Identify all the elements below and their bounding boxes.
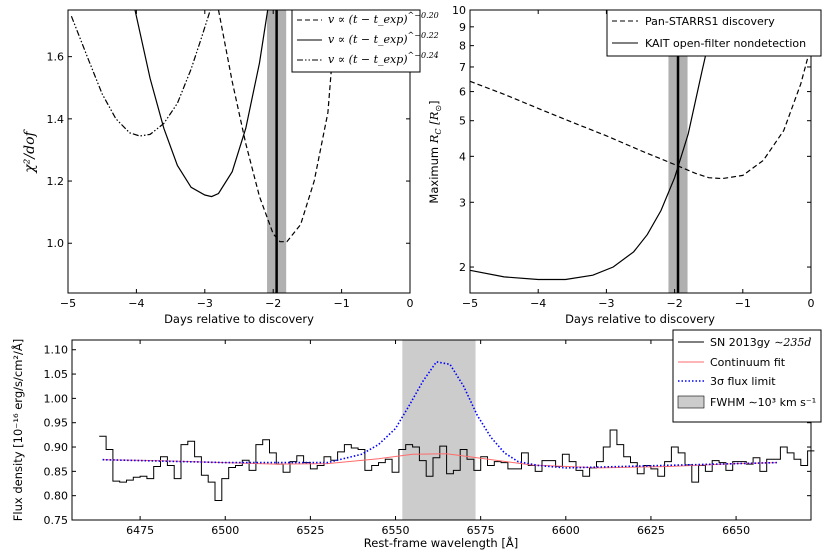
p3-spectrum-line: [99, 429, 815, 501]
p2-ytick-label-6: 8: [459, 40, 466, 53]
p2-legend-box: [606, 9, 822, 57]
p2-x-ticks: −5 −4 −3 −2 −1 0: [462, 10, 815, 310]
p3-legend-label-cont: Continuum fit: [710, 356, 786, 369]
p3-ytick-label-1: 0.80: [44, 490, 69, 503]
p3-fwhm-region: [402, 340, 476, 520]
p2-ytick-label-7: 9: [459, 21, 466, 34]
p2-x-axis-label: Days relative to discovery: [565, 312, 715, 326]
p1-y-ticks: 1.0 1.2 1.4 1.6: [47, 51, 410, 250]
p3-ytick-label-4: 0.95: [44, 417, 69, 430]
p3-y-axis-label: Flux density [10⁻¹⁶ erg/s/cm²/Å]: [10, 339, 25, 521]
p1-series: [70, 9, 337, 243]
p1-x-axis-label: Days relative to discovery: [164, 312, 314, 326]
p3-xtick-label-3: 6550: [382, 524, 410, 537]
p1-legend-label-022: v ∝ (t − t_exp)^−0.22: [328, 31, 439, 46]
p3-xtick-label-1: 6500: [211, 524, 239, 537]
radius-panel: −5 −4 −3 −2 −1 0 2 3 4 5 6 7 8 9 10 Days relative to …: [427, 4, 822, 326]
p2-ytick-label-3: 5: [459, 115, 466, 128]
p3-legend-swatch-fwhm: [677, 395, 705, 409]
p3-legend-label-fwhm: FWHM ∼10³ km s⁻¹: [710, 396, 816, 409]
p1-legend-label-020: v ∝ (t − t_exp)^−0.20: [328, 11, 439, 26]
p2-y-ticks: 2 3 4 5 6 7 8 9 10: [452, 4, 811, 274]
p2-legend-label-ps1: Pan-STARRS1 discovery: [645, 15, 775, 28]
p3-legend-label-sn: SN 2013gy ∼235d: [710, 336, 811, 349]
spectrum-panel: 6475 6500 6525 6550 6575 6600 6625 6650 0.75 0.8…: [10, 329, 822, 550]
p3-xtick-label-6: 6625: [637, 524, 665, 537]
p1-xtick-label-0: −5: [60, 297, 76, 310]
p1-ytick-label-0: 1.0: [47, 237, 65, 250]
p2-ytick-label-4: 6: [459, 86, 466, 99]
p1-legend: v ∝ (t − t_exp)^−0.20 v ∝ (t − t_exp)^−0…: [291, 9, 439, 73]
chi2-panel: −5 −4 −3 −2 −1 0 1.0 1.2 1.4 1.6 Days relative t…: [22, 9, 439, 326]
p2-ytick-label-2: 4: [459, 150, 466, 163]
p2-ytick-label-1: 3: [459, 196, 466, 209]
p1-series-line-0: [217, 9, 337, 243]
p1-y-axis-label: χ²/dof: [22, 128, 38, 173]
p2-xtick-label-3: −2: [666, 297, 682, 310]
p3-xtick-label-5: 6600: [552, 524, 580, 537]
p3-xtick-label-2: 6525: [296, 524, 324, 537]
p2-ytick-label-8: 10: [452, 4, 466, 17]
p1-ytick-label-2: 1.4: [47, 113, 65, 126]
p1-xtick-label-3: −2: [265, 297, 281, 310]
p3-ytick-label-2: 0.85: [44, 465, 69, 478]
p3-continuum-line: [102, 453, 777, 469]
p2-xtick-label-5: 0: [808, 297, 815, 310]
p3-legend: SN 2013gy ∼235d Continuum fit 3σ flux lim…: [672, 329, 822, 423]
p2-y-axis-label: Maximum RC [R⊙]: [427, 100, 443, 203]
p1-xtick-label-5: 0: [407, 297, 414, 310]
p1-legend-label-024: v ∝ (t − t_exp)^−0.24: [328, 51, 439, 66]
p2-series-line-1: [469, 9, 722, 281]
p1-series-line-1: [134, 9, 269, 198]
p3-ytick-label-3: 0.90: [44, 441, 69, 454]
p3-ytick-label-6: 1.05: [44, 368, 69, 381]
p3-xtick-label-4: 6575: [467, 524, 495, 537]
p3-axes-frame: [71, 339, 812, 521]
p3-ytick-label-7: 1.10: [44, 344, 69, 357]
p1-ytick-label-1: 1.2: [47, 175, 65, 188]
p3-ytick-label-5: 1.00: [44, 392, 69, 405]
p1-ytick-label-3: 1.6: [47, 51, 65, 64]
p1-series-line-2: [70, 9, 211, 137]
p2-xtick-label-1: −4: [530, 297, 546, 310]
p3-legend-label-lim: 3σ flux limit: [710, 375, 776, 388]
p2-legend: Pan-STARRS1 discovery KAIT open-filter n…: [606, 9, 822, 57]
p1-xtick-label-2: −3: [197, 297, 213, 310]
p2-series: [469, 9, 812, 281]
p2-ytick-label-0: 2: [459, 261, 466, 274]
p3-xtick-label-7: 6650: [722, 524, 750, 537]
p3-x-axis-label: Rest-frame wavelength [Å]: [364, 535, 518, 550]
p1-legend-box: [291, 9, 421, 73]
p2-legend-label-kait: KAIT open-filter nondetection: [645, 37, 806, 50]
p2-xtick-label-2: −3: [598, 297, 614, 310]
p3-xtick-label-0: 6475: [126, 524, 154, 537]
p3-ytick-label-0: 0.75: [44, 514, 69, 527]
p1-axes-frame: [67, 9, 411, 294]
p2-series-line-0: [469, 45, 812, 180]
p3-y-ticks: 0.75 0.80 0.85 0.90 0.95 1.00 1.05 1.10: [44, 344, 811, 527]
p3-flux-limit-line: [102, 361, 777, 469]
p2-xtick-label-0: −5: [462, 297, 478, 310]
p2-ytick-label-5: 7: [459, 61, 466, 74]
p1-xtick-label-4: −1: [333, 297, 349, 310]
p1-xtick-label-1: −4: [128, 297, 144, 310]
p3-x-ticks: 6475 6500 6525 6550 6575 6600 6625 6650: [126, 340, 750, 537]
p2-xtick-label-4: −1: [735, 297, 751, 310]
